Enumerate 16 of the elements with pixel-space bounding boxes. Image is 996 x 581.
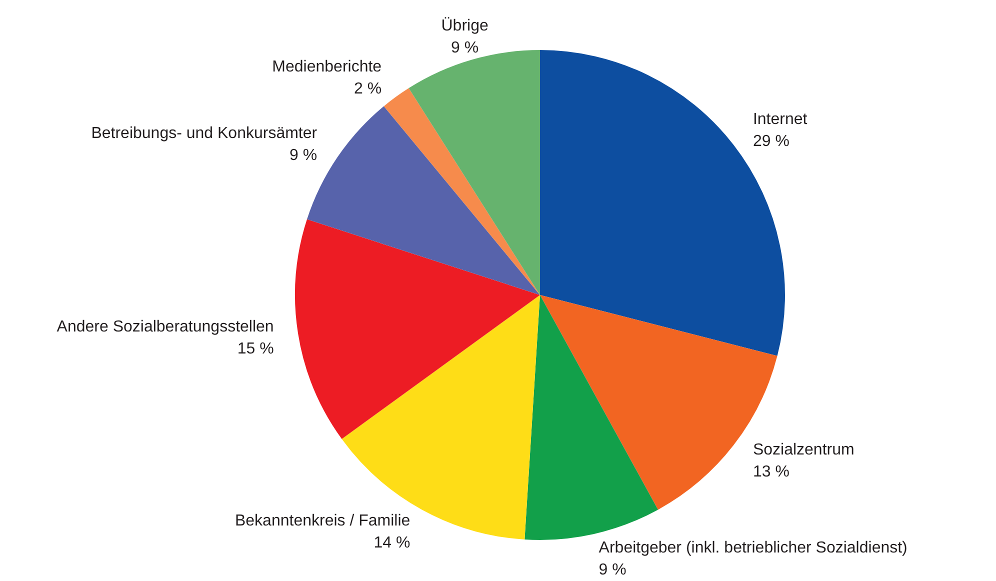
- slice-label: Andere Sozialberatungsstellen: [56, 318, 274, 336]
- slice-label: Sozialzentrum: [752, 442, 854, 459]
- data-label: 15 %: [237, 340, 274, 358]
- data-label: 9 %: [451, 40, 479, 57]
- data-label: 9 %: [598, 561, 626, 578]
- data-label: 14 %: [374, 534, 410, 552]
- slice-label: Betreibungs- und Konkursämter: [91, 124, 318, 142]
- data-label: 9 %: [290, 146, 318, 164]
- slice-label: Medienberichte: [272, 58, 382, 76]
- slice-label: Übrige: [441, 16, 488, 35]
- data-label: 2 %: [354, 80, 382, 98]
- slice-label: Internet: [752, 111, 808, 128]
- data-label: 13 %: [752, 464, 790, 481]
- data-label: 29 %: [752, 133, 790, 150]
- slice-label: Arbeitgeber (inkl. betrieblicher Sozialdienst): [598, 539, 908, 556]
- slice-label: Bekanntenkreis / Familie: [234, 512, 410, 530]
